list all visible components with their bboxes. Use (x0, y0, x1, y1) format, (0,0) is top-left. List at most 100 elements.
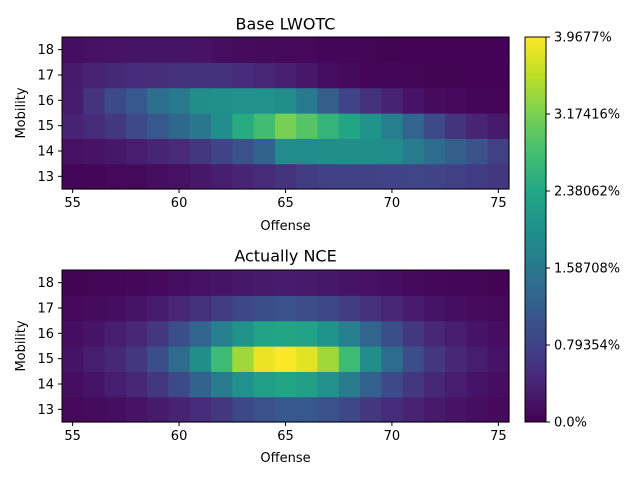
heatmap-cell (232, 396, 255, 423)
heatmap-cell (360, 270, 382, 296)
y-tick-label: 13 (37, 403, 54, 418)
heatmap-cell (253, 37, 276, 63)
heatmap-cell (466, 396, 489, 423)
heatmap-cell (466, 371, 489, 398)
heatmap-cell (189, 396, 212, 423)
heatmap-cell (274, 113, 297, 139)
colorbar-tick-label: 1.58708% (554, 262, 620, 277)
heatmap-cell (104, 270, 127, 296)
heatmap-cell (296, 62, 319, 89)
heatmap-cell (338, 346, 361, 372)
heatmap-cell (125, 295, 148, 322)
heatmap-cell (253, 270, 276, 296)
heatmap-cell (211, 270, 233, 296)
x-tick-label: 55 (64, 196, 81, 211)
chart-title-top: Base LWOTC (236, 15, 336, 34)
heatmap-cell (125, 346, 148, 372)
heatmap-cell (253, 62, 276, 89)
heatmap-cell (168, 37, 191, 63)
heatmap-cell (125, 138, 148, 165)
x-tick-label: 75 (490, 429, 507, 444)
heatmap-cell (423, 396, 446, 423)
heatmap-cell (466, 163, 489, 190)
heatmap-cell (274, 295, 297, 322)
heatmap-cell (274, 163, 297, 190)
heatmap-cell (232, 37, 255, 63)
heatmap-cell (487, 163, 510, 190)
heatmap-cell (423, 138, 446, 165)
heatmap-cell (381, 87, 404, 114)
heatmap-cell (466, 295, 489, 322)
heatmap-cell (62, 113, 84, 139)
heatmap-cell (125, 113, 148, 139)
heatmap-cell (253, 346, 276, 372)
heatmap-cell (62, 371, 84, 398)
heatmap-cell (487, 371, 510, 398)
x-tick-label: 60 (171, 429, 188, 444)
heatmap-cell (423, 62, 446, 89)
heatmap-cell (253, 163, 276, 190)
heatmap-cell (253, 396, 276, 423)
heatmap-cell (211, 295, 233, 322)
heatmap-cell (445, 346, 468, 372)
heatmap-cell (104, 371, 127, 398)
heatmap-cell (338, 113, 361, 139)
heatmap-cell (487, 138, 510, 165)
heatmap-cell (466, 270, 489, 296)
colorbar-tick-label: 0.79354% (554, 339, 620, 354)
heatmap-cell (232, 163, 255, 190)
heatmap-cell (296, 371, 319, 398)
axis-ticks-top: 55 60 65 70 75 13 14 15 16 17 18 (37, 43, 506, 211)
heatmap-cell (381, 270, 404, 296)
heatmap-cell (168, 270, 191, 296)
heatmap-cell (274, 62, 297, 89)
heatmap-cell (104, 163, 127, 190)
heatmap-cell (147, 320, 170, 347)
heatmap-cell (317, 396, 340, 423)
heatmap-cell (402, 346, 425, 372)
y-tick-label: 15 (37, 352, 54, 367)
heatmap-cell (168, 346, 191, 372)
heatmap-cell (83, 320, 106, 347)
heatmap-cell (296, 320, 319, 347)
heatmap-cell (487, 295, 510, 322)
heatmap-cell (360, 138, 382, 165)
x-tick-label: 65 (277, 429, 294, 444)
heatmap-cell (381, 320, 404, 347)
heatmap-cell (317, 62, 340, 89)
heatmap-cell (360, 371, 382, 398)
y-tick-label: 18 (37, 276, 54, 291)
heatmap-cell (317, 87, 340, 114)
x-tick-label: 60 (171, 196, 188, 211)
heatmap-cell (211, 396, 233, 423)
heatmap-cell (232, 371, 255, 398)
heatmap-cell (83, 37, 106, 63)
heatmap-cell (125, 37, 148, 63)
heatmap-cell (125, 270, 148, 296)
heatmap-cell (274, 396, 297, 423)
heatmap-cell (381, 62, 404, 89)
heatmap-cell (168, 396, 191, 423)
heatmap-cell (189, 320, 212, 347)
heatmap-cell (402, 396, 425, 423)
heatmap-cell (296, 270, 319, 296)
heatmap-cell (62, 346, 84, 372)
heatmap-cell (189, 87, 212, 114)
heatmap-cell (360, 396, 382, 423)
heatmap-cell (402, 320, 425, 347)
heatmap-cell (338, 163, 361, 190)
heatmap-cell (189, 113, 212, 139)
heatmap-cell (211, 113, 233, 139)
heatmap-cell (62, 396, 84, 423)
heatmap-cell (317, 163, 340, 190)
heatmap-cell (147, 396, 170, 423)
heatmap-cell (338, 320, 361, 347)
heatmap-cell (83, 396, 106, 423)
x-tick-label: 75 (490, 196, 507, 211)
heatmap-cell (83, 113, 106, 139)
heatmap-cell (83, 295, 106, 322)
heatmap-cell (211, 62, 233, 89)
heatmap-cell (189, 62, 212, 89)
axis-ticks-bottom: 55 60 65 70 75 13 14 15 16 17 18 (37, 276, 506, 444)
y-tick-label: 15 (37, 119, 54, 134)
